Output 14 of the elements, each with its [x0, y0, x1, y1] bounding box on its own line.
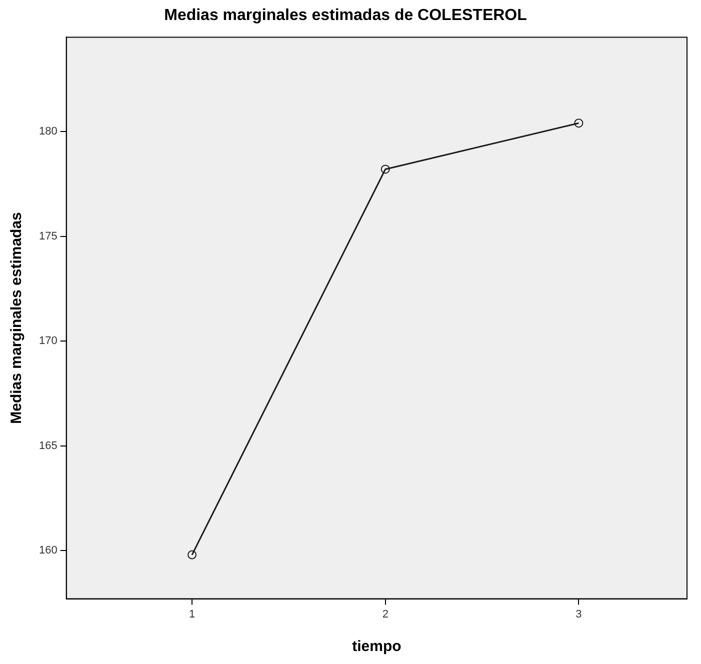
point [380, 164, 390, 174]
x-tick-label: 2 [382, 608, 388, 620]
x-tick-label: 3 [576, 608, 582, 620]
x-axis-title: tiempo [352, 638, 402, 656]
y-tick-label: 180 [38, 126, 58, 138]
y-tick-label: 170 [38, 335, 58, 348]
point [574, 118, 584, 128]
y-tick-label: 165 [38, 440, 58, 452]
y-tick-label: 175 [38, 230, 58, 242]
chart-title: Medias marginales estimadas de COLESTEROL [164, 7, 528, 24]
y-axis-title: Medias marginales estimadas [8, 212, 26, 424]
point [188, 550, 197, 560]
y-tick-label: 160 [38, 544, 58, 557]
x-tick-label: 1 [188, 608, 196, 620]
